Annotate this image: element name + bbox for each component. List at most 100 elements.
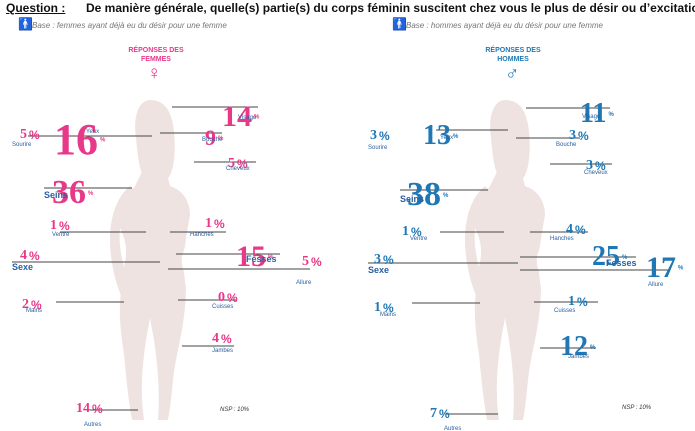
percent-sign-sexe-men: % (383, 253, 394, 267)
label-cuisses-men: Cuisses (554, 308, 575, 314)
percent-sign-visage-men: % (608, 112, 614, 118)
value-sexe-women: 4 (20, 248, 27, 263)
value-autres-women: 14 (76, 401, 90, 416)
percent-sign-fesses-women: % (268, 255, 274, 261)
value-bouche-women: 9 (205, 125, 216, 150)
percent-sign-seins-men: % (443, 193, 449, 199)
percent-sign-cheveux-women: % (237, 157, 248, 171)
label-bouche-women: Bouche (202, 137, 223, 143)
label-hanches-women: Hanches (190, 232, 214, 238)
value-jambes-men: 12 (560, 331, 588, 362)
label-seins-men: Seins (400, 194, 424, 204)
percent-sign-seins-women: % (88, 191, 94, 197)
percent-sign-yeux-women: % (100, 138, 106, 144)
label-ventre-men: Ventre (410, 236, 428, 242)
value-ventre-men: 1 (402, 224, 409, 239)
value-visage-men: 11 (580, 98, 606, 129)
value-fesses-men: 25 (592, 241, 620, 272)
question-text: De manière générale, quelle(s) partie(s)… (86, 1, 695, 15)
person-icon: 🚹 (392, 17, 407, 31)
nsp-men: NSP : 10% (622, 405, 652, 411)
value-visage-women: 14 (222, 100, 252, 133)
percent-sign-sourire-women: % (29, 128, 40, 142)
percent-sign-jambes-men: % (590, 345, 596, 351)
value-hanches-men: 4 (566, 222, 573, 237)
woman-silhouette (465, 100, 545, 420)
question-label: Question : (6, 1, 66, 15)
base-men: Base : hommes ayant déjà eu du désir pou… (406, 21, 603, 30)
label-seins-women: Seins (44, 190, 68, 200)
label-sexe-men: Sexe (368, 265, 389, 275)
person-icon: 🚹 (18, 17, 33, 31)
label-hanches-men: Hanches (550, 236, 574, 242)
nsp-women: NSP : 10% (220, 407, 250, 413)
male-symbol-icon: ♂ (505, 64, 520, 85)
silhouette-part (465, 186, 489, 302)
value-fesses-women: 15 (236, 240, 266, 273)
value-sourire-women: 5 (20, 127, 27, 142)
label-cuisses-women: Cuisses (212, 304, 233, 310)
value-sexe-men: 3 (374, 252, 381, 267)
label-cheveux-women: Cheveux (226, 166, 250, 172)
value-bouche-men: 3 (569, 128, 576, 143)
label-allure-women: Allure (296, 280, 312, 286)
value-cuisses-men: 1 (568, 294, 575, 309)
value-ventre-women: 1 (50, 218, 57, 233)
percent-sign-cheveux-men: % (595, 159, 606, 173)
label-fesses-women: Fesses (246, 254, 277, 264)
label-autres-men: Autres (444, 426, 461, 431)
silhouette-part (490, 100, 530, 178)
value-seins-men: 38 (407, 176, 441, 213)
silhouette-part (110, 186, 134, 302)
value-cheveux-women: 5 (228, 156, 235, 171)
percent-sign-allure-men: % (678, 266, 684, 272)
percent-sign-ventre-women: % (59, 219, 70, 233)
value-hanches-women: 1 (205, 216, 212, 231)
panel-title-women: RÉPONSES DES FEMMES (128, 47, 184, 63)
label-sexe-women: Sexe (12, 262, 33, 272)
value-autres-men: 7 (430, 406, 437, 421)
percent-sign-mains-women: % (31, 298, 42, 312)
value-yeux-men: 13 (423, 120, 451, 151)
label-cheveux-men: Cheveux (584, 170, 608, 176)
percent-sign-sexe-women: % (29, 249, 40, 263)
value-mains-women: 2 (22, 297, 29, 312)
label-visage-women: Visage (238, 115, 257, 121)
percent-sign-hanches-women: % (214, 217, 225, 231)
female-symbol-icon: ♀ (147, 63, 162, 84)
silhouette-part (135, 100, 175, 178)
label-jambes-women: Jambes (212, 348, 233, 354)
percent-sign-bouche-men: % (578, 129, 589, 143)
label-jambes-men: Jambes (568, 354, 589, 360)
percent-sign-bouche-women: % (218, 136, 224, 142)
percent-sign-yeux-men: % (453, 134, 459, 140)
percent-sign-mains-men: % (383, 301, 394, 315)
label-sourire-men: Sourire (368, 145, 388, 151)
panel-title-men: RÉPONSES DES HOMMES (485, 47, 541, 63)
label-mains-men: Mains (380, 312, 396, 318)
label-bouche-men: Bouche (556, 142, 577, 148)
value-mains-men: 1 (374, 300, 381, 315)
label-ventre-women: Ventre (52, 232, 70, 238)
percent-sign-autres-men: % (439, 407, 450, 421)
woman-silhouette (110, 100, 190, 420)
percent-sign-ventre-men: % (411, 225, 422, 239)
value-cheveux-men: 3 (586, 158, 593, 173)
base-women: Base : femmes ayant déjà eu du désir pou… (32, 21, 227, 30)
label-sourire-women: Sourire (12, 142, 32, 148)
value-seins-women: 36 (52, 174, 86, 211)
label-yeux-men: Yeux (440, 135, 453, 141)
label-allure-men: Allure (648, 282, 664, 288)
percent-sign-fesses-men: % (622, 255, 628, 261)
silhouette-part (119, 286, 186, 420)
percent-sign-cuisses-men: % (577, 295, 588, 309)
percent-sign-visage-women: % (254, 115, 260, 121)
label-fesses-men: Fesses (606, 258, 637, 268)
silhouette-part (474, 286, 541, 420)
value-allure-women: 5 (302, 254, 309, 269)
percent-sign-hanches-men: % (575, 223, 586, 237)
label-yeux-women: Yeux (86, 129, 99, 135)
percent-sign-cuisses-women: % (227, 291, 238, 305)
value-jambes-women: 4 (212, 331, 219, 346)
